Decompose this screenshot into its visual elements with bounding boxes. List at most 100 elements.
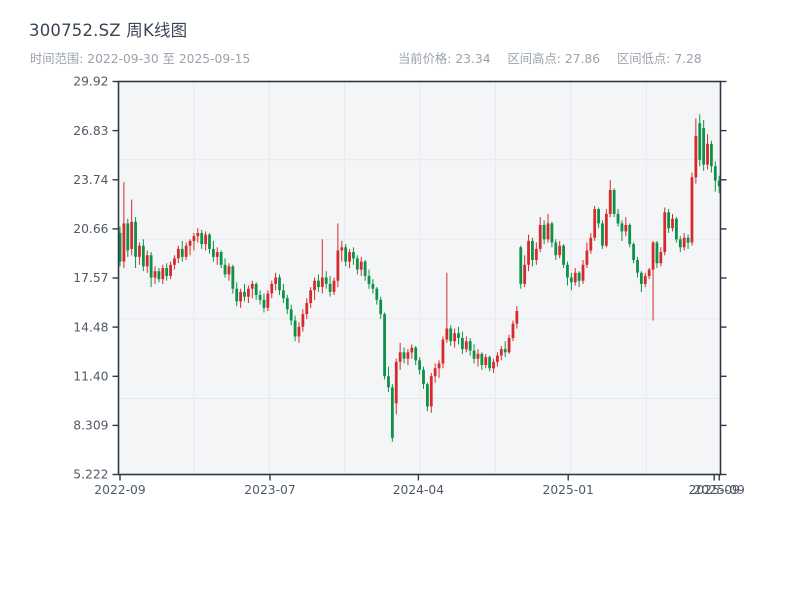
candle [188,239,192,256]
candle [624,217,628,237]
candle [289,304,293,326]
range-low-value: 7.28 [674,52,702,66]
range-low-label: 区间低点: [616,52,671,66]
candle [161,264,165,284]
candle [134,217,137,268]
candle [309,287,313,308]
candle [355,255,359,275]
candle [464,336,468,353]
candle [274,272,278,291]
candle [437,360,441,378]
candle [371,279,375,294]
candle [297,322,301,343]
candle [608,179,612,218]
candle [235,282,239,307]
y-tick-label: 11.40 [73,370,108,384]
candle [527,234,530,272]
date-range-label: 时间范围: 2022-09-30 至 2025-09-15 [30,52,251,66]
candle [394,358,398,415]
candle [332,277,336,295]
candle [340,240,344,262]
candle [472,344,476,364]
candle [418,357,421,375]
candle [612,188,616,218]
candle [250,280,254,299]
y-tick-label: 23.74 [73,173,108,187]
candle [352,247,355,265]
candle [667,209,671,233]
candle [492,358,495,373]
page-title: 300752.SZ 周K线图 [29,21,188,40]
x-tick-label: 2022-09 [94,483,145,497]
candle [254,282,258,300]
candle [468,338,472,356]
range-high-value: 27.86 [564,52,601,66]
candle [173,255,176,270]
candle [655,240,659,268]
current-price-value: 23.34 [455,52,491,66]
range-high-label: 区间高点: [507,52,561,66]
candle [694,118,698,184]
candle [239,288,243,308]
candle [122,182,126,268]
candle [149,252,153,288]
candle [176,245,180,264]
candle [278,274,281,295]
candle [713,161,717,192]
candle [523,255,527,288]
candle [678,236,682,253]
stats-row: 当前价格: 23.34 区间高点: 27.86 区间低点: 7.28 [398,49,715,67]
candle [293,315,297,342]
candle [663,207,667,256]
candle [585,242,589,268]
candle [499,346,503,361]
candle [282,283,285,303]
candle [126,218,130,257]
candle [379,296,383,319]
candle [219,250,223,268]
candle [604,209,608,248]
candle [169,261,172,280]
y-tick-label: 5.222 [73,468,108,482]
range-high-stat: 区间高点: 27.86 [507,52,600,66]
range-low-stat: 区间低点: 7.28 [617,52,702,66]
candle [589,233,593,254]
candle [375,287,379,305]
candlestick-chart: 5.222 8.309 11.40 14.48 17.57 20.66 23.74 26.83… [73,75,745,497]
grid-lines [118,81,721,475]
candle [484,353,488,369]
candle [441,336,445,369]
candle [262,293,266,313]
candle [562,244,565,268]
x-tick-label: 2024-04 [393,483,445,497]
candle [285,295,289,315]
candle [496,352,499,367]
candle [519,245,523,289]
candle [515,306,519,329]
candle [227,263,231,281]
candle [258,290,262,305]
candle [410,344,414,359]
candle [488,355,492,372]
candle [554,239,558,260]
candle [433,363,437,383]
candle [211,240,215,262]
candle [546,213,550,243]
candle [348,248,351,268]
candle [616,209,620,227]
candle [558,240,562,259]
candle [313,277,316,300]
candle [208,233,211,254]
candle [328,275,332,297]
candle [215,247,219,265]
candle [531,237,534,267]
candle [690,172,694,246]
x-tick-label: 2025-01 [543,483,594,497]
candle [204,231,207,251]
y-tick-label: 8.309 [73,419,108,433]
candle [414,346,418,366]
candle [702,120,706,171]
candle [675,217,678,243]
candle [301,309,305,332]
